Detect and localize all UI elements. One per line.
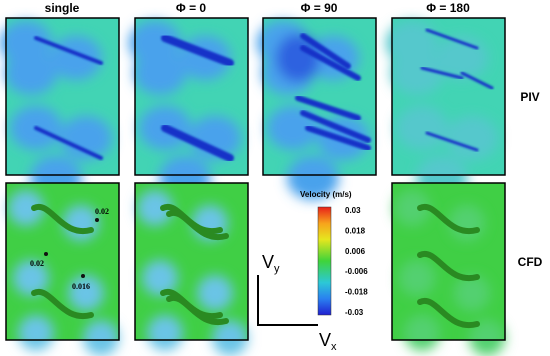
blob bbox=[449, 205, 485, 241]
column-header: Φ = 180 bbox=[426, 1, 470, 15]
blob bbox=[50, 36, 102, 80]
column-header: Φ = 90 bbox=[301, 1, 338, 15]
blob bbox=[142, 260, 178, 296]
blob bbox=[212, 320, 248, 356]
blob bbox=[469, 320, 505, 356]
blade bbox=[31, 203, 94, 235]
column-header: Φ = 0 bbox=[176, 1, 207, 15]
blob bbox=[276, 34, 320, 82]
colorbar-tick-label: 0.006 bbox=[345, 247, 366, 256]
piv-panel bbox=[386, 17, 506, 200]
blob bbox=[287, 156, 339, 200]
streak bbox=[34, 126, 103, 160]
streak bbox=[425, 28, 479, 50]
piv-panel bbox=[129, 17, 249, 200]
blade bbox=[31, 288, 94, 320]
blob bbox=[399, 260, 435, 296]
blob bbox=[446, 116, 498, 160]
colorbar bbox=[317, 206, 332, 316]
colorbar-ticks: 0.03 0.018 0.006 -0.006 -0.018 -0.03 bbox=[345, 206, 368, 317]
blob bbox=[454, 275, 490, 311]
panel-frame bbox=[262, 17, 377, 176]
colorbar-tick-label: -0.03 bbox=[345, 308, 364, 317]
probe-label: 0.02 bbox=[30, 259, 44, 268]
panel-frame bbox=[134, 182, 249, 341]
blade bbox=[166, 294, 229, 326]
blob bbox=[129, 21, 181, 65]
colorbar-title: Velocity (m/s) bbox=[300, 190, 352, 199]
axis-arrows bbox=[257, 275, 318, 326]
colorbar-tick-label: -0.006 bbox=[345, 267, 368, 276]
blob bbox=[197, 275, 233, 311]
panel-frame bbox=[134, 17, 249, 176]
probe-point bbox=[81, 274, 85, 278]
streak bbox=[425, 131, 479, 152]
blob bbox=[404, 315, 440, 351]
panel-frame bbox=[391, 17, 506, 176]
probe-label: 0.016 bbox=[72, 282, 90, 291]
piv-panel bbox=[0, 17, 120, 200]
probe-point bbox=[95, 218, 99, 222]
blob bbox=[0, 21, 52, 65]
blob bbox=[63, 205, 99, 241]
blob bbox=[147, 315, 183, 351]
axis-symbol: V bbox=[319, 330, 331, 350]
streak bbox=[161, 34, 234, 67]
panel-frame bbox=[391, 182, 506, 341]
probe-points: 0.02 0.02 0.016 bbox=[30, 207, 109, 291]
blob bbox=[83, 320, 119, 356]
axis-label: Vy bbox=[262, 252, 280, 275]
colorbar-tick-label: 0.03 bbox=[345, 206, 361, 215]
row-label: CFD bbox=[518, 255, 543, 269]
blob bbox=[60, 116, 112, 160]
column-header: single bbox=[45, 1, 80, 15]
colorbar-tick-label: 0.018 bbox=[345, 226, 366, 235]
panels bbox=[0, 17, 506, 356]
streak bbox=[300, 33, 351, 69]
streak bbox=[34, 36, 103, 65]
blob bbox=[13, 260, 49, 296]
cfd-panel bbox=[391, 182, 506, 356]
blob bbox=[396, 106, 448, 150]
axis-subscript: x bbox=[331, 341, 337, 353]
blob bbox=[394, 190, 430, 226]
axis-subscript: y bbox=[274, 263, 280, 275]
blade bbox=[166, 209, 229, 241]
streak bbox=[300, 110, 371, 143]
cfd-panel bbox=[5, 182, 120, 356]
row-label: PIV bbox=[520, 90, 539, 104]
streak bbox=[161, 124, 234, 162]
blob bbox=[137, 190, 173, 226]
streak bbox=[420, 66, 464, 80]
blob bbox=[8, 190, 44, 226]
axis-symbol: V bbox=[262, 252, 274, 272]
blade bbox=[417, 250, 480, 282]
streak bbox=[305, 125, 371, 151]
probe-label: 0.02 bbox=[95, 207, 109, 216]
piv-panel bbox=[257, 17, 377, 200]
blob bbox=[18, 315, 54, 351]
blade bbox=[417, 297, 480, 329]
panel-frame bbox=[5, 17, 120, 176]
streak bbox=[300, 45, 361, 81]
streak bbox=[460, 71, 494, 90]
blob bbox=[386, 21, 438, 65]
colorbar-tick-label: -0.018 bbox=[345, 288, 368, 297]
flow-blobs bbox=[137, 190, 248, 356]
axis-label: Vx bbox=[319, 330, 337, 353]
cfd-panel bbox=[134, 182, 249, 356]
panel-frame bbox=[5, 182, 120, 341]
blade bbox=[417, 203, 480, 235]
blob bbox=[68, 275, 104, 311]
streak bbox=[295, 95, 361, 121]
probe-point bbox=[44, 252, 48, 256]
